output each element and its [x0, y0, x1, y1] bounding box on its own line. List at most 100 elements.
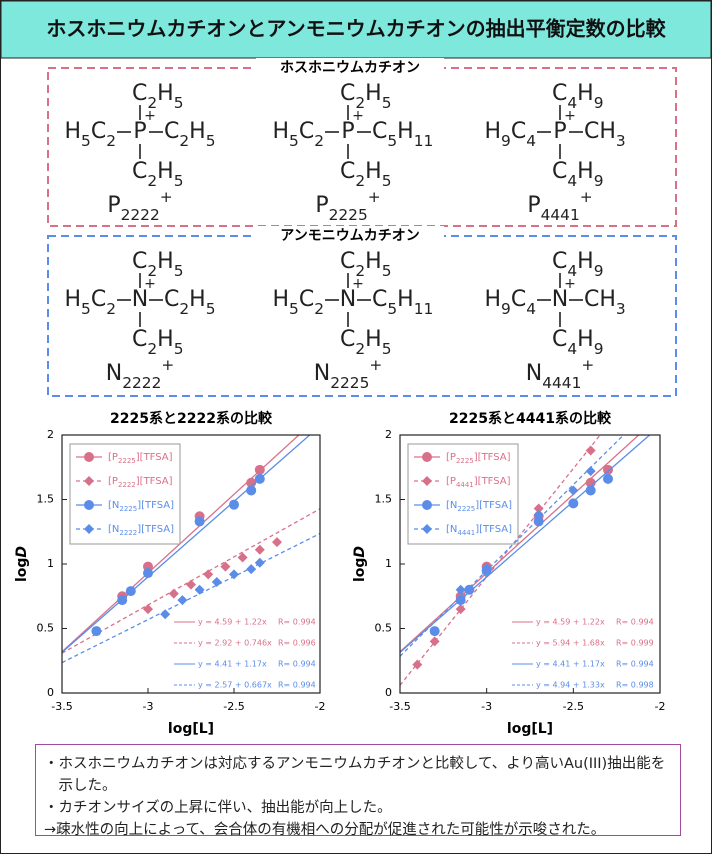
box-title: ホスホニウムカチオン — [280, 60, 420, 76]
point — [117, 595, 128, 606]
fit-r: R= 0.999 — [616, 639, 654, 648]
substituent: H9C4 — [484, 287, 536, 318]
fit-r: R= 0.998 — [616, 681, 654, 690]
legend-marker — [422, 500, 432, 510]
point — [585, 445, 596, 456]
point — [168, 588, 179, 599]
point — [203, 569, 214, 580]
y-tick-label: 0 — [385, 686, 392, 699]
legend-label: [P2225][TFSA] — [446, 452, 511, 465]
substituent: C2H5 — [164, 119, 216, 150]
y-tick-label: 0 — [47, 686, 54, 699]
point — [464, 584, 475, 595]
y-tick-label: 1.5 — [37, 493, 55, 506]
legend-marker — [84, 524, 94, 534]
point — [585, 485, 596, 496]
fit-line — [62, 435, 300, 653]
substituent: H9C4 — [484, 119, 536, 150]
fit-r: R= 0.994 — [616, 660, 654, 669]
central-atom: P — [553, 119, 566, 144]
x-tick-label: -3 — [481, 700, 492, 713]
point — [603, 473, 613, 484]
point — [246, 477, 257, 488]
x-tick-label: -2 — [315, 700, 326, 713]
x-tick-label: -3 — [143, 700, 154, 713]
point — [125, 586, 136, 597]
fit-line — [400, 435, 601, 686]
fit-line — [400, 435, 625, 657]
point — [568, 498, 579, 509]
substituent: H5C2 — [64, 119, 116, 150]
fit-equation: y = 4.59 + 1.22x — [536, 618, 605, 627]
point — [429, 626, 440, 637]
point — [254, 464, 265, 475]
x-tick-label: -2.5 — [563, 700, 584, 713]
point — [91, 626, 102, 637]
charge: + — [144, 276, 156, 292]
point — [194, 584, 205, 595]
legend-box — [69, 443, 181, 545]
box-title: アンモニウムカチオン — [280, 228, 419, 244]
x-tick-label: -2 — [655, 700, 666, 713]
chart-title: 2225系と4441系の比較 — [449, 410, 612, 427]
legend-marker — [84, 476, 94, 486]
fit-equation: y = 4.41 + 1.17x — [198, 660, 267, 669]
legend-marker — [84, 452, 94, 462]
compound-label: N4441+ — [526, 356, 595, 392]
legend-label: [P4441][TFSA] — [446, 476, 511, 489]
note: →疎水性の向上によって、会合体の有機相への分配が促進された可能性が示唆された。 — [44, 822, 606, 838]
substituent: C4H9 — [552, 159, 604, 190]
point — [254, 557, 265, 568]
point — [568, 485, 579, 496]
compound-label: P2225+ — [315, 188, 380, 224]
fit-r: R= 0.994 — [278, 660, 316, 669]
x-tick-label: -2.5 — [223, 700, 244, 713]
charge: + — [564, 108, 576, 124]
x-axis-label: log[L] — [507, 721, 553, 737]
fit-equation: y = 4.94 + 1.33x — [536, 681, 605, 690]
fit-equation: y = 4.41 + 1.17x — [536, 660, 605, 669]
point — [237, 552, 248, 563]
substituent: C4H9 — [552, 327, 604, 358]
point — [533, 516, 544, 527]
plot-frame — [61, 434, 321, 694]
x-tick-label: -3.5 — [51, 700, 72, 713]
compound-label: P2222+ — [107, 188, 172, 224]
point — [533, 509, 544, 520]
point — [211, 577, 222, 588]
substituent: C2H5 — [132, 81, 184, 112]
substituent: C4H9 — [552, 249, 604, 280]
fit-line — [400, 435, 651, 653]
point — [194, 516, 205, 527]
y-axis-label: logD — [352, 546, 368, 582]
substituent: C5H11 — [372, 119, 433, 150]
point — [272, 537, 282, 548]
point — [160, 609, 171, 620]
box-title-bg — [256, 226, 444, 246]
compound-label: P4441+ — [527, 188, 592, 224]
point — [429, 636, 440, 647]
point — [246, 564, 257, 575]
y-tick-label: 1 — [385, 557, 392, 570]
point — [481, 562, 492, 573]
point — [455, 584, 466, 595]
point — [412, 659, 423, 670]
point — [585, 466, 596, 477]
central-atom: N — [552, 287, 568, 312]
y-tick-label: 2 — [47, 428, 54, 441]
central-atom: P — [133, 119, 146, 144]
legend-box — [407, 443, 519, 545]
central-atom: P — [341, 119, 354, 144]
notes-box: ・ホスホニウムカチオンは対応するアンモニウムカチオンと比較して、より高いAu(I… — [35, 744, 681, 838]
substituent: C2H5 — [132, 159, 184, 190]
substituent: C2H5 — [340, 327, 392, 358]
charge: + — [352, 108, 364, 124]
legend-label: [N4441][TFSA] — [446, 524, 512, 537]
point — [455, 595, 466, 606]
substituent: CH3 — [584, 287, 626, 318]
charge: + — [144, 108, 156, 124]
point — [229, 499, 239, 510]
compound-label: N2222+ — [106, 356, 175, 392]
point — [186, 579, 196, 590]
